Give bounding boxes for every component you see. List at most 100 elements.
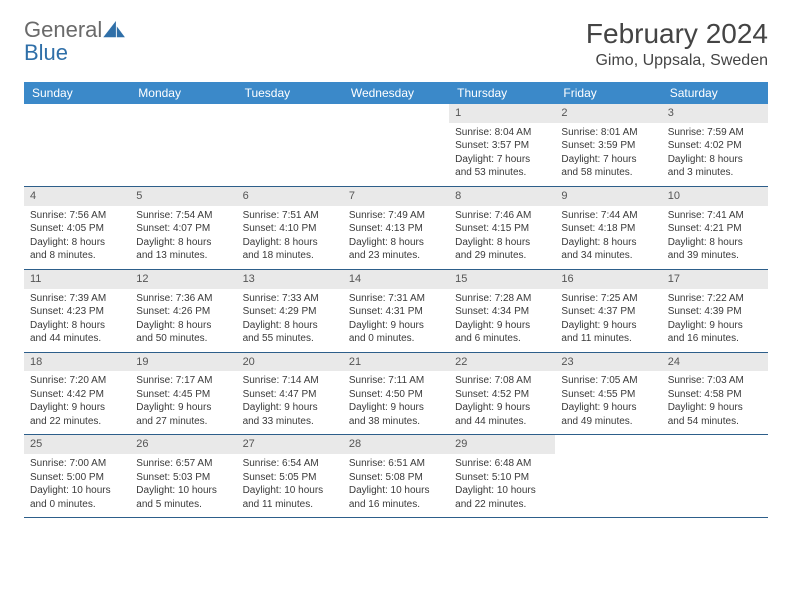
day-cell: 29Sunrise: 6:48 AMSunset: 5:10 PMDayligh… bbox=[449, 435, 555, 517]
day-number: 19 bbox=[130, 353, 236, 372]
day-number: 24 bbox=[662, 353, 768, 372]
weeks-container: 1Sunrise: 8:04 AMSunset: 3:57 PMDaylight… bbox=[24, 104, 768, 518]
sunrise-text: Sunrise: 7:08 AM bbox=[455, 374, 549, 388]
day-number: 26 bbox=[130, 435, 236, 454]
sunrise-text: Sunrise: 7:28 AM bbox=[455, 292, 549, 306]
sunrise-text: Sunrise: 7:51 AM bbox=[243, 209, 337, 223]
daylight-text-1: Daylight: 10 hours bbox=[349, 484, 443, 498]
daylight-text-2: and 54 minutes. bbox=[668, 415, 762, 429]
daylight-text-2: and 6 minutes. bbox=[455, 332, 549, 346]
daylight-text-2: and 11 minutes. bbox=[561, 332, 655, 346]
calendar-grid: Sunday Monday Tuesday Wednesday Thursday… bbox=[24, 82, 768, 518]
sunrise-text: Sunrise: 7:03 AM bbox=[668, 374, 762, 388]
daylight-text-2: and 27 minutes. bbox=[136, 415, 230, 429]
sunrise-text: Sunrise: 7:36 AM bbox=[136, 292, 230, 306]
day-cell: 13Sunrise: 7:33 AMSunset: 4:29 PMDayligh… bbox=[237, 270, 343, 352]
daylight-text-1: Daylight: 8 hours bbox=[349, 236, 443, 250]
sunrise-text: Sunrise: 7:00 AM bbox=[30, 457, 124, 471]
sunrise-text: Sunrise: 7:14 AM bbox=[243, 374, 337, 388]
logo-word-blue: Blue bbox=[24, 40, 68, 65]
title-block: February 2024 Gimo, Uppsala, Sweden bbox=[586, 18, 768, 70]
daylight-text-1: Daylight: 8 hours bbox=[243, 319, 337, 333]
day-cell: 27Sunrise: 6:54 AMSunset: 5:05 PMDayligh… bbox=[237, 435, 343, 517]
daylight-text-2: and 0 minutes. bbox=[30, 498, 124, 512]
day-number: 8 bbox=[449, 187, 555, 206]
day-number: 25 bbox=[24, 435, 130, 454]
day-number: 21 bbox=[343, 353, 449, 372]
sunset-text: Sunset: 4:39 PM bbox=[668, 305, 762, 319]
sunset-text: Sunset: 4:52 PM bbox=[455, 388, 549, 402]
sunrise-text: Sunrise: 8:04 AM bbox=[455, 126, 549, 140]
day-cell: 5Sunrise: 7:54 AMSunset: 4:07 PMDaylight… bbox=[130, 187, 236, 269]
logo: GeneralBlue bbox=[24, 18, 127, 64]
sunset-text: Sunset: 4:47 PM bbox=[243, 388, 337, 402]
daylight-text-1: Daylight: 9 hours bbox=[668, 401, 762, 415]
day-number: 10 bbox=[662, 187, 768, 206]
sunset-text: Sunset: 4:50 PM bbox=[349, 388, 443, 402]
sunrise-text: Sunrise: 6:48 AM bbox=[455, 457, 549, 471]
daylight-text-1: Daylight: 7 hours bbox=[455, 153, 549, 167]
daylight-text-1: Daylight: 8 hours bbox=[668, 153, 762, 167]
sunrise-text: Sunrise: 7:49 AM bbox=[349, 209, 443, 223]
day-cell: 17Sunrise: 7:22 AMSunset: 4:39 PMDayligh… bbox=[662, 270, 768, 352]
day-cell bbox=[130, 104, 236, 186]
sunrise-text: Sunrise: 7:59 AM bbox=[668, 126, 762, 140]
daylight-text-2: and 23 minutes. bbox=[349, 249, 443, 263]
day-header-mon: Monday bbox=[130, 82, 236, 104]
sunrise-text: Sunrise: 7:39 AM bbox=[30, 292, 124, 306]
day-number: 4 bbox=[24, 187, 130, 206]
day-header-sun: Sunday bbox=[24, 82, 130, 104]
daylight-text-2: and 5 minutes. bbox=[136, 498, 230, 512]
logo-word-general: General bbox=[24, 17, 102, 42]
sunrise-text: Sunrise: 7:41 AM bbox=[668, 209, 762, 223]
day-cell: 10Sunrise: 7:41 AMSunset: 4:21 PMDayligh… bbox=[662, 187, 768, 269]
day-number: 11 bbox=[24, 270, 130, 289]
day-number: 15 bbox=[449, 270, 555, 289]
day-cell: 18Sunrise: 7:20 AMSunset: 4:42 PMDayligh… bbox=[24, 353, 130, 435]
day-cell: 20Sunrise: 7:14 AMSunset: 4:47 PMDayligh… bbox=[237, 353, 343, 435]
daylight-text-2: and 50 minutes. bbox=[136, 332, 230, 346]
daylight-text-1: Daylight: 9 hours bbox=[349, 401, 443, 415]
daylight-text-1: Daylight: 10 hours bbox=[30, 484, 124, 498]
sunset-text: Sunset: 4:42 PM bbox=[30, 388, 124, 402]
sunrise-text: Sunrise: 6:54 AM bbox=[243, 457, 337, 471]
daylight-text-1: Daylight: 9 hours bbox=[561, 319, 655, 333]
week-row: 25Sunrise: 7:00 AMSunset: 5:00 PMDayligh… bbox=[24, 435, 768, 518]
day-header-sat: Saturday bbox=[662, 82, 768, 104]
sunset-text: Sunset: 4:21 PM bbox=[668, 222, 762, 236]
day-number: 9 bbox=[555, 187, 661, 206]
sunrise-text: Sunrise: 7:54 AM bbox=[136, 209, 230, 223]
sunset-text: Sunset: 3:59 PM bbox=[561, 139, 655, 153]
day-cell: 2Sunrise: 8:01 AMSunset: 3:59 PMDaylight… bbox=[555, 104, 661, 186]
daylight-text-2: and 11 minutes. bbox=[243, 498, 337, 512]
sunset-text: Sunset: 3:57 PM bbox=[455, 139, 549, 153]
day-number: 29 bbox=[449, 435, 555, 454]
daylight-text-1: Daylight: 7 hours bbox=[561, 153, 655, 167]
sunset-text: Sunset: 5:08 PM bbox=[349, 471, 443, 485]
daylight-text-2: and 34 minutes. bbox=[561, 249, 655, 263]
sunrise-text: Sunrise: 7:44 AM bbox=[561, 209, 655, 223]
day-cell: 19Sunrise: 7:17 AMSunset: 4:45 PMDayligh… bbox=[130, 353, 236, 435]
sunrise-text: Sunrise: 7:22 AM bbox=[668, 292, 762, 306]
day-number: 6 bbox=[237, 187, 343, 206]
day-cell bbox=[555, 435, 661, 517]
daylight-text-1: Daylight: 8 hours bbox=[136, 236, 230, 250]
sunset-text: Sunset: 4:55 PM bbox=[561, 388, 655, 402]
daylight-text-2: and 53 minutes. bbox=[455, 166, 549, 180]
daylight-text-1: Daylight: 10 hours bbox=[455, 484, 549, 498]
page-header: GeneralBlue February 2024 Gimo, Uppsala,… bbox=[24, 18, 768, 70]
day-number: 27 bbox=[237, 435, 343, 454]
day-number: 28 bbox=[343, 435, 449, 454]
day-number: 23 bbox=[555, 353, 661, 372]
daylight-text-1: Daylight: 8 hours bbox=[30, 236, 124, 250]
daylight-text-1: Daylight: 10 hours bbox=[136, 484, 230, 498]
daylight-text-2: and 58 minutes. bbox=[561, 166, 655, 180]
day-cell: 26Sunrise: 6:57 AMSunset: 5:03 PMDayligh… bbox=[130, 435, 236, 517]
day-cell: 21Sunrise: 7:11 AMSunset: 4:50 PMDayligh… bbox=[343, 353, 449, 435]
sunset-text: Sunset: 4:10 PM bbox=[243, 222, 337, 236]
day-header-thu: Thursday bbox=[449, 82, 555, 104]
day-number: 2 bbox=[555, 104, 661, 123]
daylight-text-1: Daylight: 9 hours bbox=[561, 401, 655, 415]
sunset-text: Sunset: 4:13 PM bbox=[349, 222, 443, 236]
day-header-tue: Tuesday bbox=[237, 82, 343, 104]
